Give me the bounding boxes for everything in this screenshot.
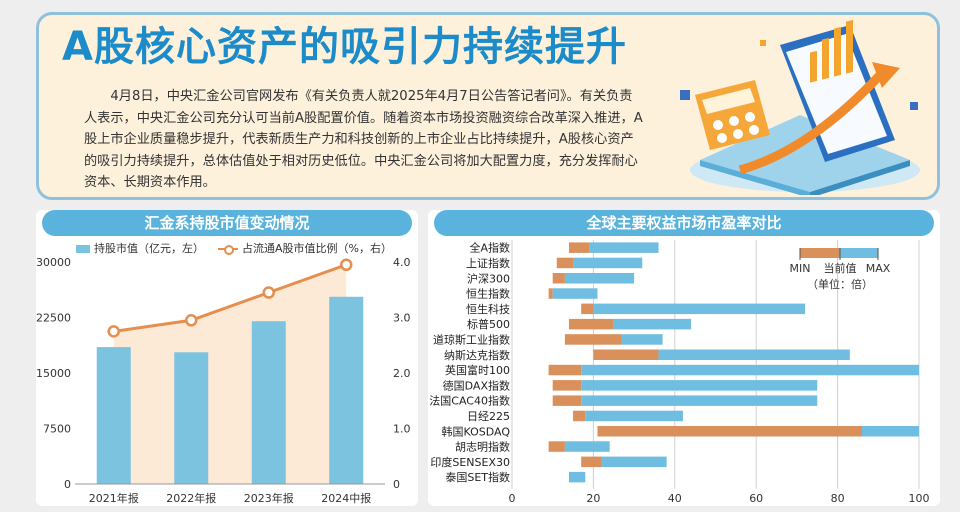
bar-legend-label: 持股市值（亿元，左）: [94, 242, 204, 255]
pe-chart-title: 全球主要权益市场市盈率对比: [434, 210, 934, 236]
intro-text: 4月8日，中央汇金公司官网发布《有关负责人就2025年4月7日公告答记者问》。有…: [84, 89, 643, 190]
line-legend-swatch: [218, 245, 238, 255]
holdings-chart-legend: 持股市值（亿元，左） 占流通A股市值比例（%，右）: [76, 240, 392, 256]
bar-legend-swatch: [76, 245, 90, 253]
headline: A股核心资产的吸引力持续提升: [62, 24, 627, 70]
holdings-chart-title: 汇金系持股市值变动情况: [42, 210, 412, 236]
pe-chart-panel: 全球主要权益市场市盈率对比: [428, 210, 940, 506]
finance-illustration: [680, 20, 920, 195]
holdings-chart-panel: 汇金系持股市值变动情况 持股市值（亿元，左） 占流通A股市值比例（%，右）: [36, 210, 418, 506]
line-legend-label: 占流通A股市值比例（%，右）: [242, 242, 392, 255]
